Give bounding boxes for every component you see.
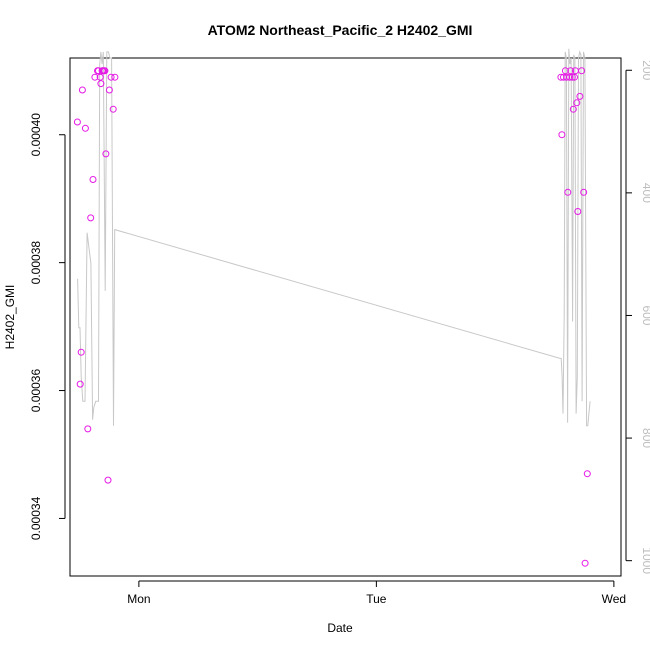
data-point <box>111 73 119 81</box>
y-right-tick-label: 800 <box>640 428 650 448</box>
data-point <box>564 188 572 196</box>
data-point <box>73 118 81 126</box>
data-point <box>104 476 112 484</box>
data-point <box>101 67 109 75</box>
data-point <box>91 73 99 81</box>
y-axis-label: H2402_GMI <box>3 285 17 350</box>
y-right-tick-label: 1000 <box>640 547 650 574</box>
data-point <box>87 214 95 222</box>
data-point <box>89 176 97 183</box>
y-tick-label: 0.00034 <box>29 496 43 540</box>
x-axis-label: Date <box>327 621 353 635</box>
data-point <box>567 67 575 75</box>
series-line <box>77 48 591 427</box>
data-point <box>102 150 110 158</box>
x-tick-label: Wed <box>602 592 626 606</box>
data-point <box>583 470 591 478</box>
data-point <box>581 559 589 567</box>
data-point <box>566 73 574 81</box>
data-point <box>78 86 86 94</box>
y-tick-label: 0.00040 <box>29 113 43 157</box>
y-right-tick-label: 200 <box>640 60 650 80</box>
y-right-tick-label: 600 <box>640 305 650 325</box>
y-tick-label: 0.00038 <box>29 241 43 285</box>
plot-area-frame <box>69 57 622 577</box>
data-point <box>84 425 92 433</box>
data-point <box>571 73 578 81</box>
data-point <box>77 348 85 356</box>
data-point <box>573 99 581 107</box>
data-point <box>105 86 113 94</box>
data-point <box>561 67 569 75</box>
x-tick-label: Tue <box>366 592 387 606</box>
data-point <box>81 124 89 132</box>
y-axis-right: 200 400 600 800 1000 <box>625 60 650 574</box>
series-points-layer <box>73 67 591 567</box>
data-point <box>558 131 566 139</box>
data-point <box>76 380 84 388</box>
data-point <box>578 67 586 75</box>
y-right-tick-label: 400 <box>640 183 650 203</box>
y-axis-left: 0.00034 0.00036 0.00038 0.00040 <box>29 113 66 540</box>
x-axis: Mon Tue Wed <box>127 580 626 606</box>
data-point <box>107 73 115 81</box>
y-tick-label: 0.00036 <box>29 369 43 413</box>
data-point <box>109 105 117 113</box>
data-point <box>574 208 582 215</box>
series-line-layer <box>77 48 591 427</box>
chart-title: ATOM2 Northeast_Pacific_2 H2402_GMI <box>208 22 473 38</box>
data-point <box>569 105 577 113</box>
data-point <box>97 80 105 88</box>
x-tick-label: Mon <box>127 592 150 606</box>
data-point <box>580 188 588 196</box>
data-point <box>568 73 576 81</box>
data-point <box>576 92 584 100</box>
